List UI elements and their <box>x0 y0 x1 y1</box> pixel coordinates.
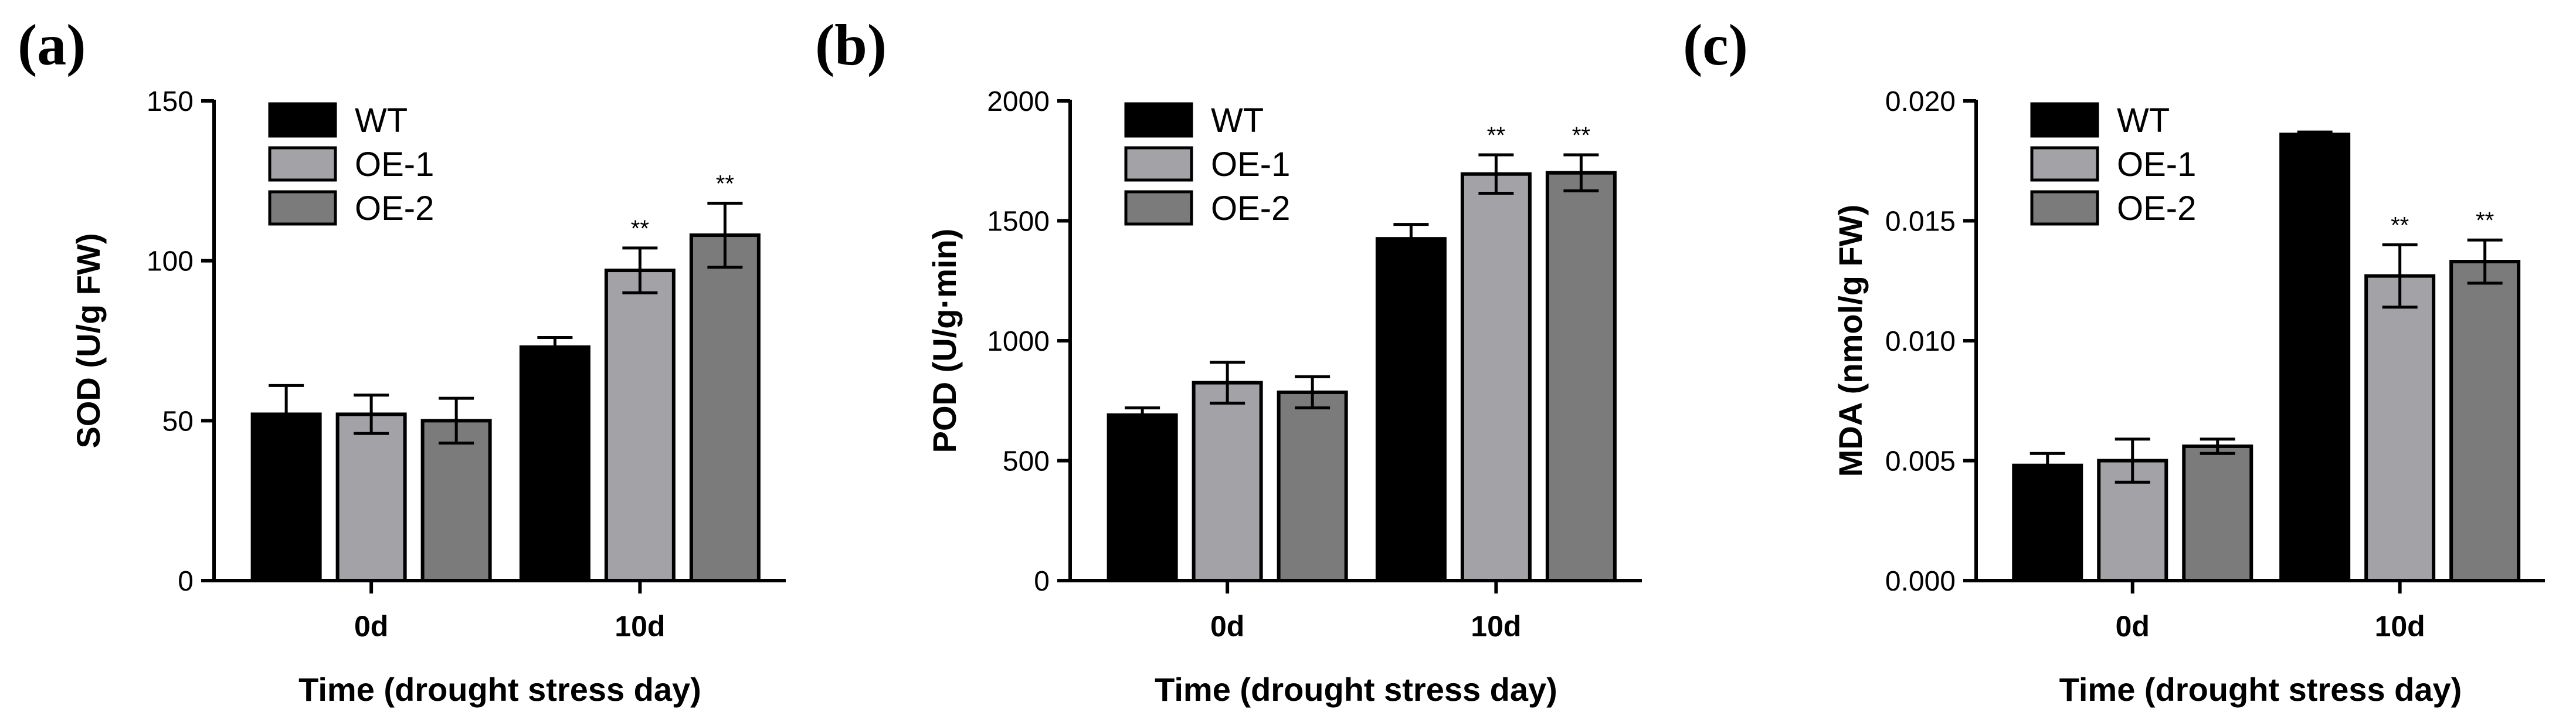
y-tick-label: 150 <box>147 86 194 117</box>
legend-swatch <box>1124 102 1193 138</box>
bar <box>2279 133 2351 582</box>
bar <box>1277 390 1348 582</box>
legend-swatch <box>268 190 337 226</box>
legend-label: OE-2 <box>2117 189 2196 228</box>
bar <box>519 345 590 582</box>
legend: WT OE-1 OE-2 <box>2030 101 2196 228</box>
y-tick-label: 0.015 <box>1885 206 1956 238</box>
panel-label: (c) <box>1683 12 1748 77</box>
significance-label: ** <box>1572 123 1590 148</box>
legend: WT OE-1 OE-2 <box>1124 101 1290 228</box>
bar <box>2012 463 2083 582</box>
legend-swatch <box>268 102 337 138</box>
legend-label: WT <box>1211 101 1264 140</box>
y-tick-label: 500 <box>1003 446 1050 477</box>
legend-label: OE-2 <box>1211 189 1290 228</box>
legend-swatch <box>2030 146 2099 182</box>
legend-swatch <box>1124 190 1193 226</box>
legend: WT OE-1 OE-2 <box>268 101 434 228</box>
significance-label: ** <box>2476 208 2494 233</box>
legend-label: WT <box>2117 101 2170 140</box>
legend-label: WT <box>355 101 408 140</box>
significance-label: ** <box>1487 123 1505 148</box>
panel-label: (b) <box>815 12 887 77</box>
bar <box>420 419 492 582</box>
x-tick-label: 10d <box>615 610 665 643</box>
y-tick-label: 50 <box>162 406 194 437</box>
y-tick-label: 0.010 <box>1885 326 1956 357</box>
legend-label: OE-1 <box>1211 145 1290 184</box>
bar <box>335 412 407 583</box>
bar <box>1107 413 1178 582</box>
significance-label: ** <box>631 216 649 242</box>
bar <box>1192 381 1263 582</box>
bar <box>1460 172 1532 582</box>
chart-panel-2: (c) 0.000 0.005 0.010 0.015 0.020 MDA (nmol/g … <box>1683 12 2545 708</box>
bar <box>2364 274 2436 582</box>
bar <box>2182 444 2253 583</box>
x-tick-label: 0d <box>2116 610 2150 643</box>
y-axis-title: MDA (nmol/g FW) <box>1832 205 1869 477</box>
legend-swatch <box>1124 146 1193 182</box>
y-tick-label: 2000 <box>987 86 1050 117</box>
bar <box>689 233 761 583</box>
y-tick-label: 1000 <box>987 326 1050 357</box>
y-tick-label: 0 <box>178 566 194 597</box>
legend-label: OE-1 <box>355 145 434 184</box>
y-tick-label: 0.000 <box>1885 566 1956 597</box>
significance-label: ** <box>716 171 734 197</box>
y-axis-title: POD (U/g·min) <box>926 229 963 453</box>
significance-label: ** <box>2391 212 2409 238</box>
legend-label: OE-1 <box>2117 145 2196 184</box>
legend-swatch <box>2030 102 2099 138</box>
chart-panel-0: (a) 0 50 100 150 SOD (U/g FW) 0d 10d ** ** Time (d… <box>18 12 786 708</box>
legend-label: OE-2 <box>355 189 434 228</box>
bar <box>604 269 676 582</box>
legend-swatch <box>268 146 337 182</box>
y-tick-label: 100 <box>147 246 194 277</box>
bar <box>1545 171 1617 582</box>
y-tick-label: 0.020 <box>1885 86 1956 117</box>
legend-swatch <box>2030 190 2099 226</box>
x-tick-label: 10d <box>1471 610 1521 643</box>
y-tick-label: 0 <box>1034 566 1050 597</box>
bar <box>1375 237 1447 582</box>
chart-panel-1: (b) 0 500 1000 1500 2000 POD (U/g·min) 0d 10d ** *… <box>815 12 1642 708</box>
x-axis-title: Time (drought stress day) <box>2059 671 2462 708</box>
y-tick-label: 1500 <box>987 206 1050 238</box>
y-tick-label: 0.005 <box>1885 446 1956 477</box>
panel-label: (a) <box>18 12 86 77</box>
y-axis-title: SOD (U/g FW) <box>70 233 107 448</box>
x-tick-label: 10d <box>2375 610 2425 643</box>
x-tick-label: 0d <box>1210 610 1244 643</box>
x-tick-label: 0d <box>354 610 388 643</box>
bar <box>2449 260 2521 582</box>
x-axis-title: Time (drought stress day) <box>298 671 701 708</box>
x-axis-title: Time (drought stress day) <box>1155 671 1557 708</box>
